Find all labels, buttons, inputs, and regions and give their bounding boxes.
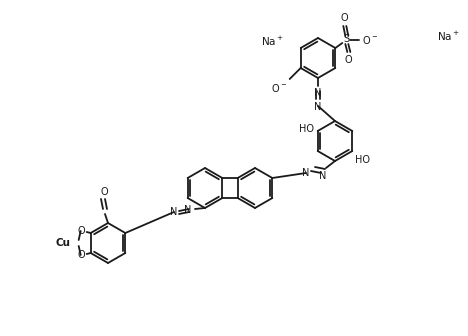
Text: N: N [314,88,322,98]
Text: N: N [169,207,177,217]
Text: O: O [341,13,348,23]
Text: N: N [301,168,309,178]
Text: O: O [100,187,108,197]
Text: O: O [77,250,85,260]
Text: O: O [77,226,85,236]
Text: Cu: Cu [56,238,71,248]
Text: S: S [343,34,350,44]
Text: N: N [319,171,327,181]
Text: HO: HO [355,155,370,165]
Text: N: N [183,205,191,215]
Text: N: N [314,102,322,112]
Text: O: O [344,55,352,65]
Text: Na$^+$: Na$^+$ [261,35,284,48]
Text: HO: HO [299,124,314,134]
Text: O$^-$: O$^-$ [362,34,379,46]
Text: Na$^+$: Na$^+$ [437,30,460,43]
Text: O$^-$: O$^-$ [271,82,287,94]
